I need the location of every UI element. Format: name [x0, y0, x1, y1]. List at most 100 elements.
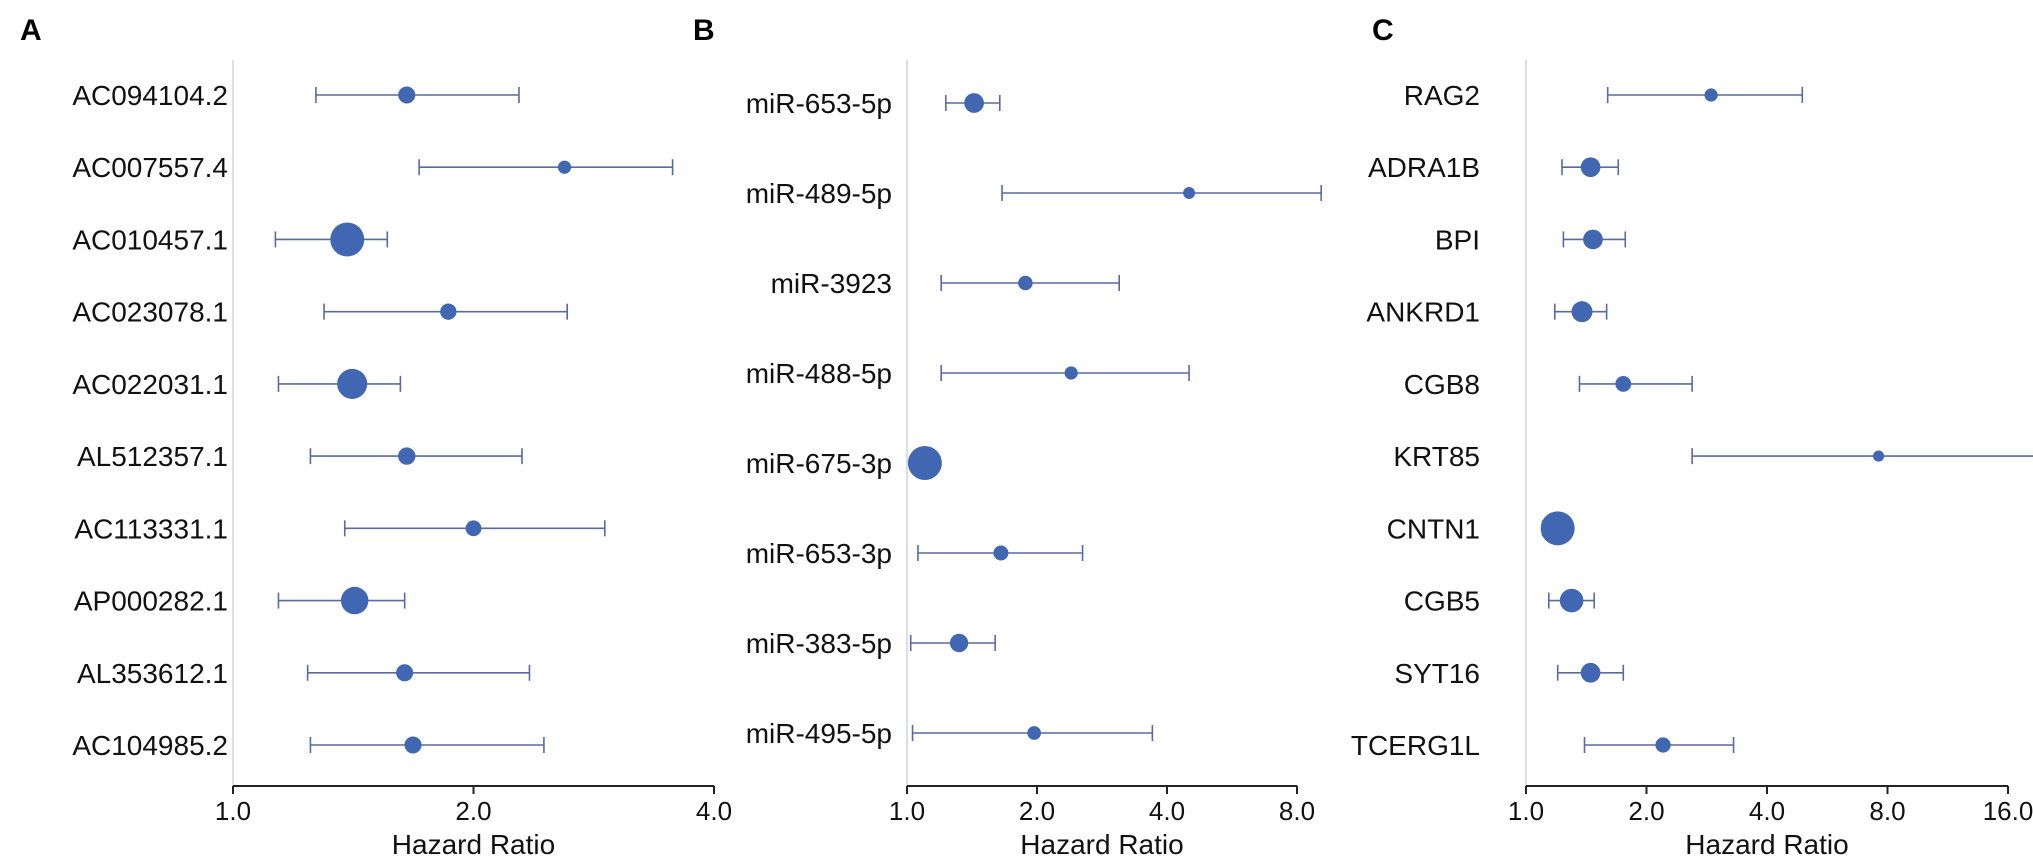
row-label: miR-488-5p — [746, 358, 892, 389]
hazard-ratio-point — [1615, 375, 1632, 392]
hazard-ratio-point — [340, 586, 369, 615]
forest-row: AC113331.1 — [74, 513, 606, 544]
row-label: CGB8 — [1404, 369, 1480, 400]
hazard-ratio-point — [1559, 588, 1584, 613]
forest-row: CGB5 — [1404, 586, 1595, 617]
row-label: AL353612.1 — [77, 658, 228, 689]
row-label: AC010457.1 — [72, 224, 228, 255]
row-label: AC113331.1 — [74, 513, 228, 544]
row-label: miR-489-5p — [746, 178, 892, 209]
hazard-ratio-point — [396, 664, 414, 682]
x-axis-ticks: 1.0 2.0 4.0 8.0 — [889, 786, 1315, 826]
hazard-ratio-point — [949, 633, 969, 653]
x-tick-label: 2.0 — [1019, 796, 1055, 826]
panel-c: C RAG2 ADRA1B BPI ANKRD1 CGB8 KRT85 CNTN1 CGB5 S… — [1351, 14, 2033, 860]
hazard-ratio-point — [1580, 157, 1601, 178]
forest-row: AP000282.1 — [74, 586, 406, 617]
forest-row: AC022031.1 — [72, 368, 402, 400]
hazard-ratio-point — [1583, 229, 1603, 250]
x-axis-ticks: 1.0 2.0 4.0 8.0 16.0 — [1508, 786, 2033, 826]
hazard-ratio-point — [964, 93, 984, 113]
x-tick-label: 8.0 — [1869, 796, 1905, 826]
row-label: AL512357.1 — [77, 441, 228, 472]
x-tick-label: 1.0 — [215, 796, 251, 826]
forest-row: AC007557.4 — [72, 152, 674, 183]
hazard-ratio-point — [1183, 187, 1196, 199]
forest-row: miR-3923 — [771, 268, 1120, 299]
panel-letter: A — [20, 14, 42, 47]
row-label: AC104985.2 — [72, 730, 228, 761]
forest-row: KRT85 — [1393, 441, 2033, 472]
x-tick-label: 2.0 — [455, 796, 491, 826]
forest-row: CNTN1 — [1387, 511, 1575, 546]
x-axis-title: Hazard Ratio — [392, 829, 555, 860]
forest-row: ADRA1B — [1368, 152, 1620, 183]
forest-row: AL353612.1 — [77, 658, 531, 689]
row-label: miR-383-5p — [746, 628, 892, 659]
hazard-ratio-point — [1580, 662, 1601, 683]
x-axis-title: Hazard Ratio — [1020, 829, 1183, 860]
forest-row: miR-675-3p — [746, 446, 942, 480]
forest-rows: RAG2 ADRA1B BPI ANKRD1 CGB8 KRT85 CNTN1 CGB5 SYT… — [1351, 80, 2033, 761]
row-label: miR-653-5p — [746, 88, 892, 119]
x-tick-label: 1.0 — [889, 796, 925, 826]
forest-row: miR-383-5p — [746, 628, 996, 659]
row-label: ANKRD1 — [1366, 297, 1480, 328]
hazard-ratio-point — [993, 545, 1009, 561]
x-tick-label: 2.0 — [1628, 796, 1664, 826]
row-label: AP000282.1 — [74, 586, 228, 617]
forest-row: AC010457.1 — [72, 222, 389, 257]
row-label: ADRA1B — [1368, 152, 1480, 183]
forest-row: ANKRD1 — [1366, 297, 1608, 328]
row-label: RAG2 — [1404, 80, 1480, 111]
x-tick-label: 8.0 — [1279, 796, 1315, 826]
row-label: AC007557.4 — [72, 152, 228, 183]
hazard-ratio-point — [557, 160, 572, 174]
row-label: CGB5 — [1404, 586, 1480, 617]
hazard-ratio-point — [440, 303, 457, 320]
forest-row: AC104985.2 — [72, 730, 545, 761]
hazard-ratio-point — [404, 736, 422, 754]
row-label: KRT85 — [1393, 441, 1480, 472]
row-label: miR-675-3p — [746, 448, 892, 479]
hazard-ratio-point — [398, 86, 416, 104]
x-tick-label: 4.0 — [1749, 796, 1785, 826]
row-label: AC023078.1 — [72, 297, 228, 328]
forest-rows: AC094104.2 AC007557.4 AC010457.1 AC023078.1… — [72, 80, 674, 761]
forest-row: miR-653-5p — [746, 88, 1001, 119]
hazard-ratio-point — [907, 446, 942, 480]
forest-row: AC094104.2 — [72, 80, 520, 111]
hazard-ratio-point — [330, 222, 365, 257]
x-tick-label: 4.0 — [696, 796, 732, 826]
panel-letter: B — [693, 14, 715, 47]
forest-row: BPI — [1435, 224, 1627, 255]
row-label: miR-653-3p — [746, 538, 892, 569]
panel-a: A AC094104.2 AC007557.4 AC010457.1 AC023078… — [20, 14, 732, 860]
panel-b: B miR-653-5p miR-489-5p miR-3923 miR-488-5p… — [693, 14, 1322, 860]
hazard-ratio-point — [398, 447, 416, 465]
x-tick-label: 1.0 — [1508, 796, 1544, 826]
x-axis-ticks: 1.0 2.0 4.0 — [215, 786, 732, 826]
row-label: BPI — [1435, 224, 1480, 255]
hazard-ratio-point — [1571, 301, 1593, 323]
hazard-ratio-point — [337, 368, 368, 399]
forest-row: AL512357.1 — [77, 441, 523, 472]
forest-row: CGB8 — [1404, 369, 1693, 400]
hazard-ratio-point — [1704, 88, 1718, 102]
hazard-ratio-point — [1873, 450, 1885, 462]
row-label: AC094104.2 — [72, 80, 228, 111]
hazard-ratio-point — [1655, 737, 1671, 753]
hazard-ratio-point — [1018, 275, 1033, 291]
x-tick-label: 4.0 — [1149, 796, 1185, 826]
forest-row: miR-488-5p — [746, 358, 1190, 389]
row-label: miR-495-5p — [746, 718, 892, 749]
x-tick-label: 16.0 — [1983, 796, 2033, 826]
forest-row: SYT16 — [1394, 658, 1625, 689]
forest-row: miR-495-5p — [746, 718, 1154, 749]
panel-letter: C — [1372, 14, 1394, 47]
forest-row: AC023078.1 — [72, 297, 568, 328]
forest-row: TCERG1L — [1351, 730, 1735, 761]
hazard-ratio-point — [1064, 366, 1078, 380]
